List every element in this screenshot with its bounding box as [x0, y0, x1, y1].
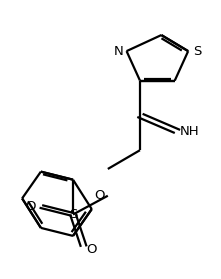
- Text: S: S: [194, 45, 202, 58]
- Text: O: O: [25, 200, 36, 213]
- Text: NH: NH: [180, 125, 200, 138]
- Text: S: S: [69, 208, 77, 221]
- Text: N: N: [114, 45, 124, 58]
- Text: O: O: [86, 243, 97, 256]
- Text: O: O: [95, 189, 105, 202]
